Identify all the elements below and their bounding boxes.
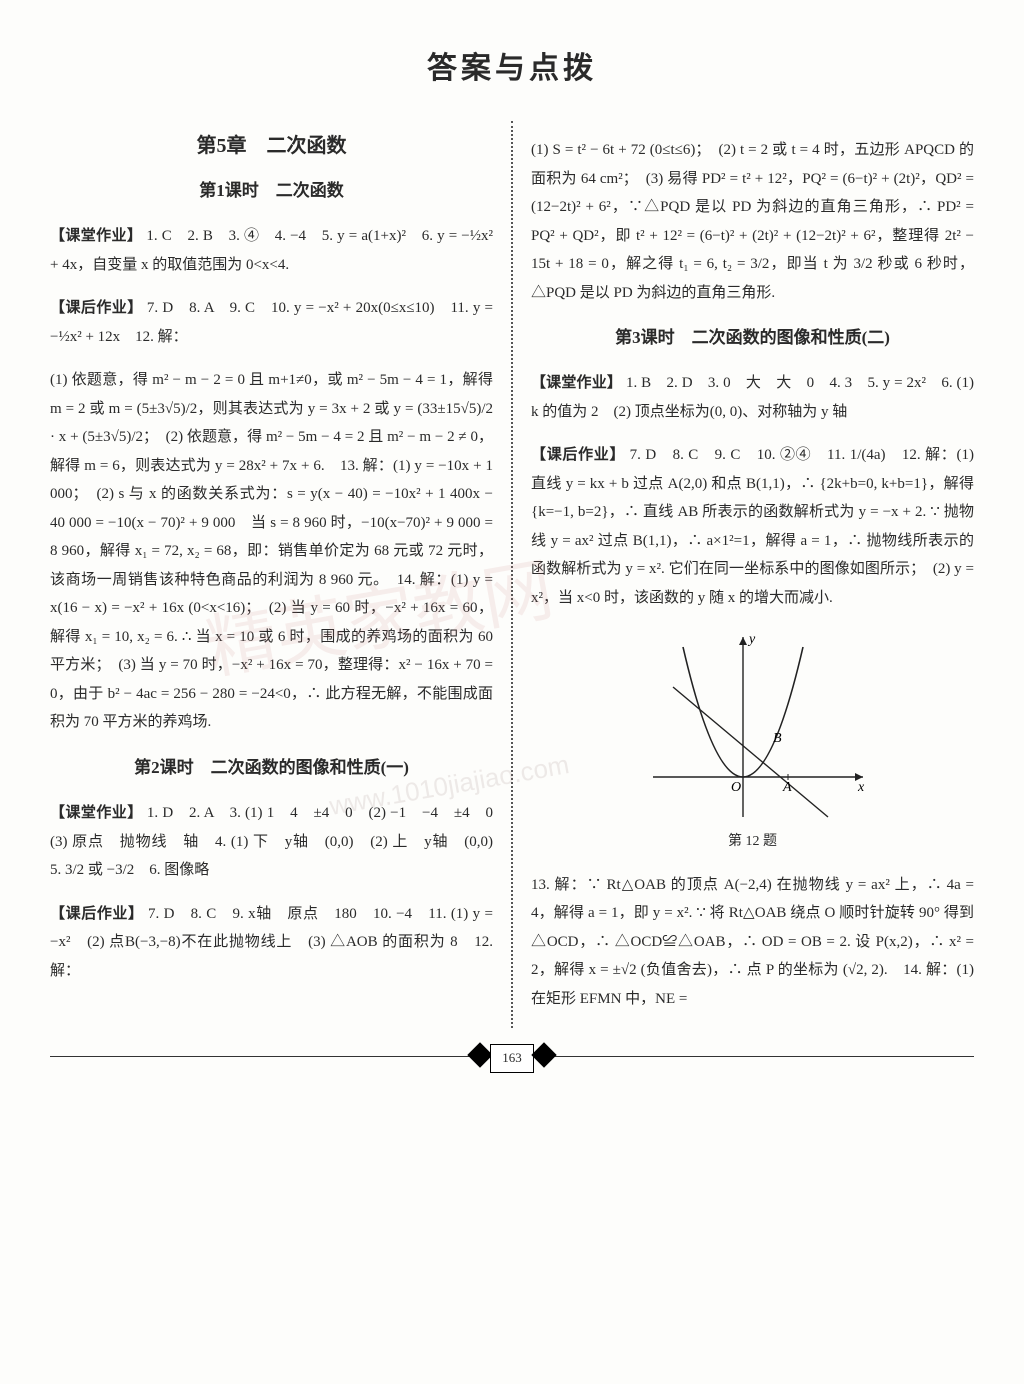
section-3-title: 第3课时 二次函数的图像和性质(二) xyxy=(531,322,974,354)
afterwork-body-3a: 7. D 8. C 9. C 10. ②④ 11. 1/(4a) 12. 解：(… xyxy=(531,447,974,606)
diamond-icon xyxy=(531,1043,556,1068)
afterwork-label-3: 【课后作业】 xyxy=(531,447,625,463)
svg-text:A: A xyxy=(782,780,792,795)
column-divider xyxy=(511,121,513,1028)
svg-text:y: y xyxy=(747,632,756,647)
svg-text:x: x xyxy=(857,780,865,795)
section-3-afterwork: 【课后作业】 7. D 8. C 9. C 10. ②④ 11. 1/(4a) … xyxy=(531,441,974,612)
chapter-heading: 第5章 二次函数 xyxy=(50,127,493,165)
page-footer: 163 xyxy=(50,1042,974,1072)
section-1-classwork: 【课堂作业】 1. C 2. B 3. ④ 4. −4 5. y = a(1+x… xyxy=(50,222,493,279)
figure-12-svg: y x O A B xyxy=(633,627,873,827)
section-2-afterwork: 【课后作业】 7. D 8. C 9. x轴 原点 180 10. −4 11.… xyxy=(50,900,493,986)
afterwork-label: 【课后作业】 xyxy=(50,300,143,316)
problem-12-continuation: (1) S = t² − 6t + 72 (0≤t≤6)； (2) t = 2 … xyxy=(531,136,974,307)
page-number-wrap: 163 xyxy=(470,1042,554,1071)
section-3-afterwork-cont: 13. 解：∵ Rt△OAB 的顶点 A(−2,4) 在抛物线 y = ax² … xyxy=(531,871,974,1014)
left-column: 第5章 二次函数 第1课时 二次函数 【课堂作业】 1. C 2. B 3. ④… xyxy=(50,121,493,1028)
figure-12: y x O A B xyxy=(531,627,974,827)
classwork-label: 【课堂作业】 xyxy=(50,228,142,244)
page-title: 答案与点拨 xyxy=(50,40,974,97)
section-1-title: 第1课时 二次函数 xyxy=(50,175,493,207)
section-3-classwork: 【课堂作业】 1. B 2. D 3. 0 大 大 0 4. 3 5. y = … xyxy=(531,369,974,426)
page-number: 163 xyxy=(490,1044,534,1073)
section-1-afterwork: 【课后作业】 7. D 8. A 9. C 10. y = −x² + 20x(… xyxy=(50,294,493,351)
two-column-layout: 第5章 二次函数 第1课时 二次函数 【课堂作业】 1. C 2. B 3. ④… xyxy=(50,121,974,1028)
section-1-afterwork-cont: (1) 依题意，得 m² − m − 2 = 0 且 m+1≠0，或 m² − … xyxy=(50,366,493,737)
svg-text:B: B xyxy=(773,731,782,746)
afterwork-label-2: 【课后作业】 xyxy=(50,906,144,922)
svg-text:O: O xyxy=(731,780,741,795)
section-2-title: 第2课时 二次函数的图像和性质(一) xyxy=(50,752,493,784)
figure-12-caption: 第 12 题 xyxy=(531,829,974,856)
right-column: (1) S = t² − 6t + 72 (0≤t≤6)； (2) t = 2 … xyxy=(531,121,974,1028)
section-2-classwork: 【课堂作业】 1. D 2. A 3. (1) 1 4 ±4 0 (2) −1 … xyxy=(50,799,493,885)
classwork-label-3: 【课堂作业】 xyxy=(531,375,622,391)
classwork-label-2: 【课堂作业】 xyxy=(50,805,143,821)
